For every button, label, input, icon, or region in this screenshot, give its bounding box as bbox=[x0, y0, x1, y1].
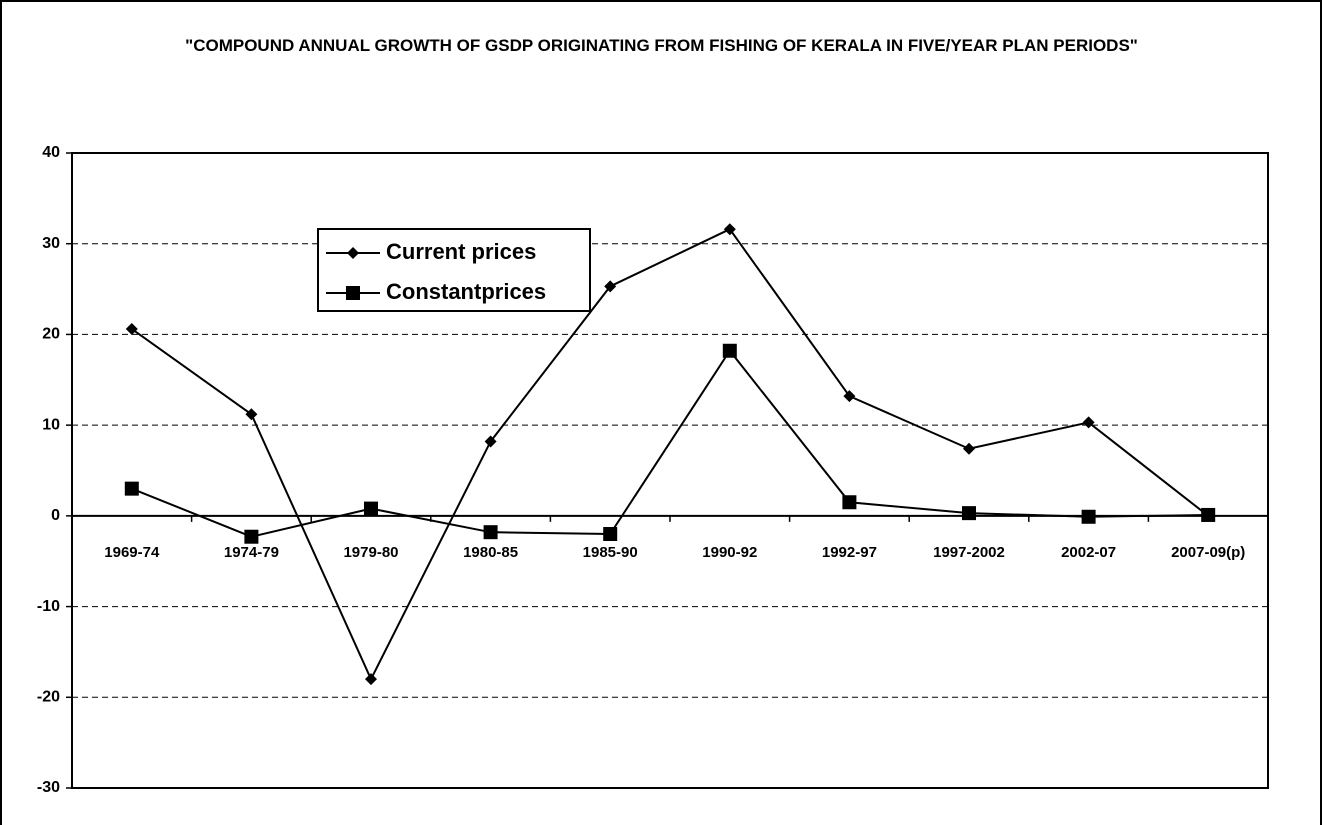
marker-diamond bbox=[125, 322, 138, 335]
y-tick-label: 20 bbox=[42, 326, 60, 343]
x-tick-label: 1969-74 bbox=[104, 544, 160, 561]
x-tick-label: 1980-85 bbox=[463, 544, 518, 561]
marker-diamond bbox=[843, 390, 856, 403]
marker-square bbox=[722, 343, 737, 358]
marker-square bbox=[483, 525, 498, 540]
x-tick-label: 1974-79 bbox=[224, 544, 279, 561]
marker-diamond bbox=[484, 435, 497, 448]
x-tick-label: 2007-09(p) bbox=[1171, 544, 1245, 561]
y-tick-label: 10 bbox=[42, 416, 60, 433]
marker-diamond bbox=[1082, 416, 1095, 429]
x-tick-label: 1997-2002 bbox=[933, 544, 1005, 561]
marker-square bbox=[1201, 507, 1216, 522]
marker-square bbox=[603, 527, 618, 541]
x-tick-label: 1979-80 bbox=[343, 544, 398, 561]
marker-square bbox=[364, 501, 378, 516]
marker-diamond bbox=[963, 442, 975, 455]
marker-diamond bbox=[604, 280, 617, 293]
y-tick-label: 30 bbox=[42, 235, 60, 252]
marker-diamond bbox=[723, 223, 736, 236]
x-tick-label: 1985-90 bbox=[583, 544, 638, 561]
legend-label: Current prices bbox=[386, 239, 536, 264]
y-tick-label: -10 bbox=[37, 598, 60, 615]
legend-marker bbox=[347, 247, 359, 259]
marker-square bbox=[244, 529, 259, 544]
plot-border bbox=[71, 152, 1269, 789]
marker-diamond bbox=[245, 408, 258, 421]
marker-square bbox=[842, 495, 857, 510]
marker-square bbox=[124, 481, 139, 496]
marker-square bbox=[962, 506, 976, 521]
legend: Current prices Constantprices bbox=[317, 228, 591, 312]
y-tick-label: -30 bbox=[37, 779, 60, 796]
legend-box bbox=[317, 228, 591, 312]
series-line bbox=[131, 227, 1209, 682]
series-line bbox=[131, 349, 1209, 538]
legend-label: Constantprices bbox=[386, 279, 546, 304]
x-tick-label: 1990-92 bbox=[702, 544, 757, 561]
chart-title: "COMPOUND ANNUAL GROWTH OF GSDP ORIGINAT… bbox=[185, 36, 1138, 55]
y-tick-label: 0 bbox=[51, 507, 60, 524]
x-tick-label: 2002-07 bbox=[1061, 544, 1116, 561]
y-tick-label: -20 bbox=[37, 689, 60, 706]
legend-marker bbox=[346, 286, 360, 300]
marker-square bbox=[1081, 509, 1096, 524]
x-tick-label: 1992-97 bbox=[822, 544, 877, 561]
y-tick-label: 40 bbox=[42, 144, 60, 161]
marker-diamond bbox=[365, 673, 377, 686]
